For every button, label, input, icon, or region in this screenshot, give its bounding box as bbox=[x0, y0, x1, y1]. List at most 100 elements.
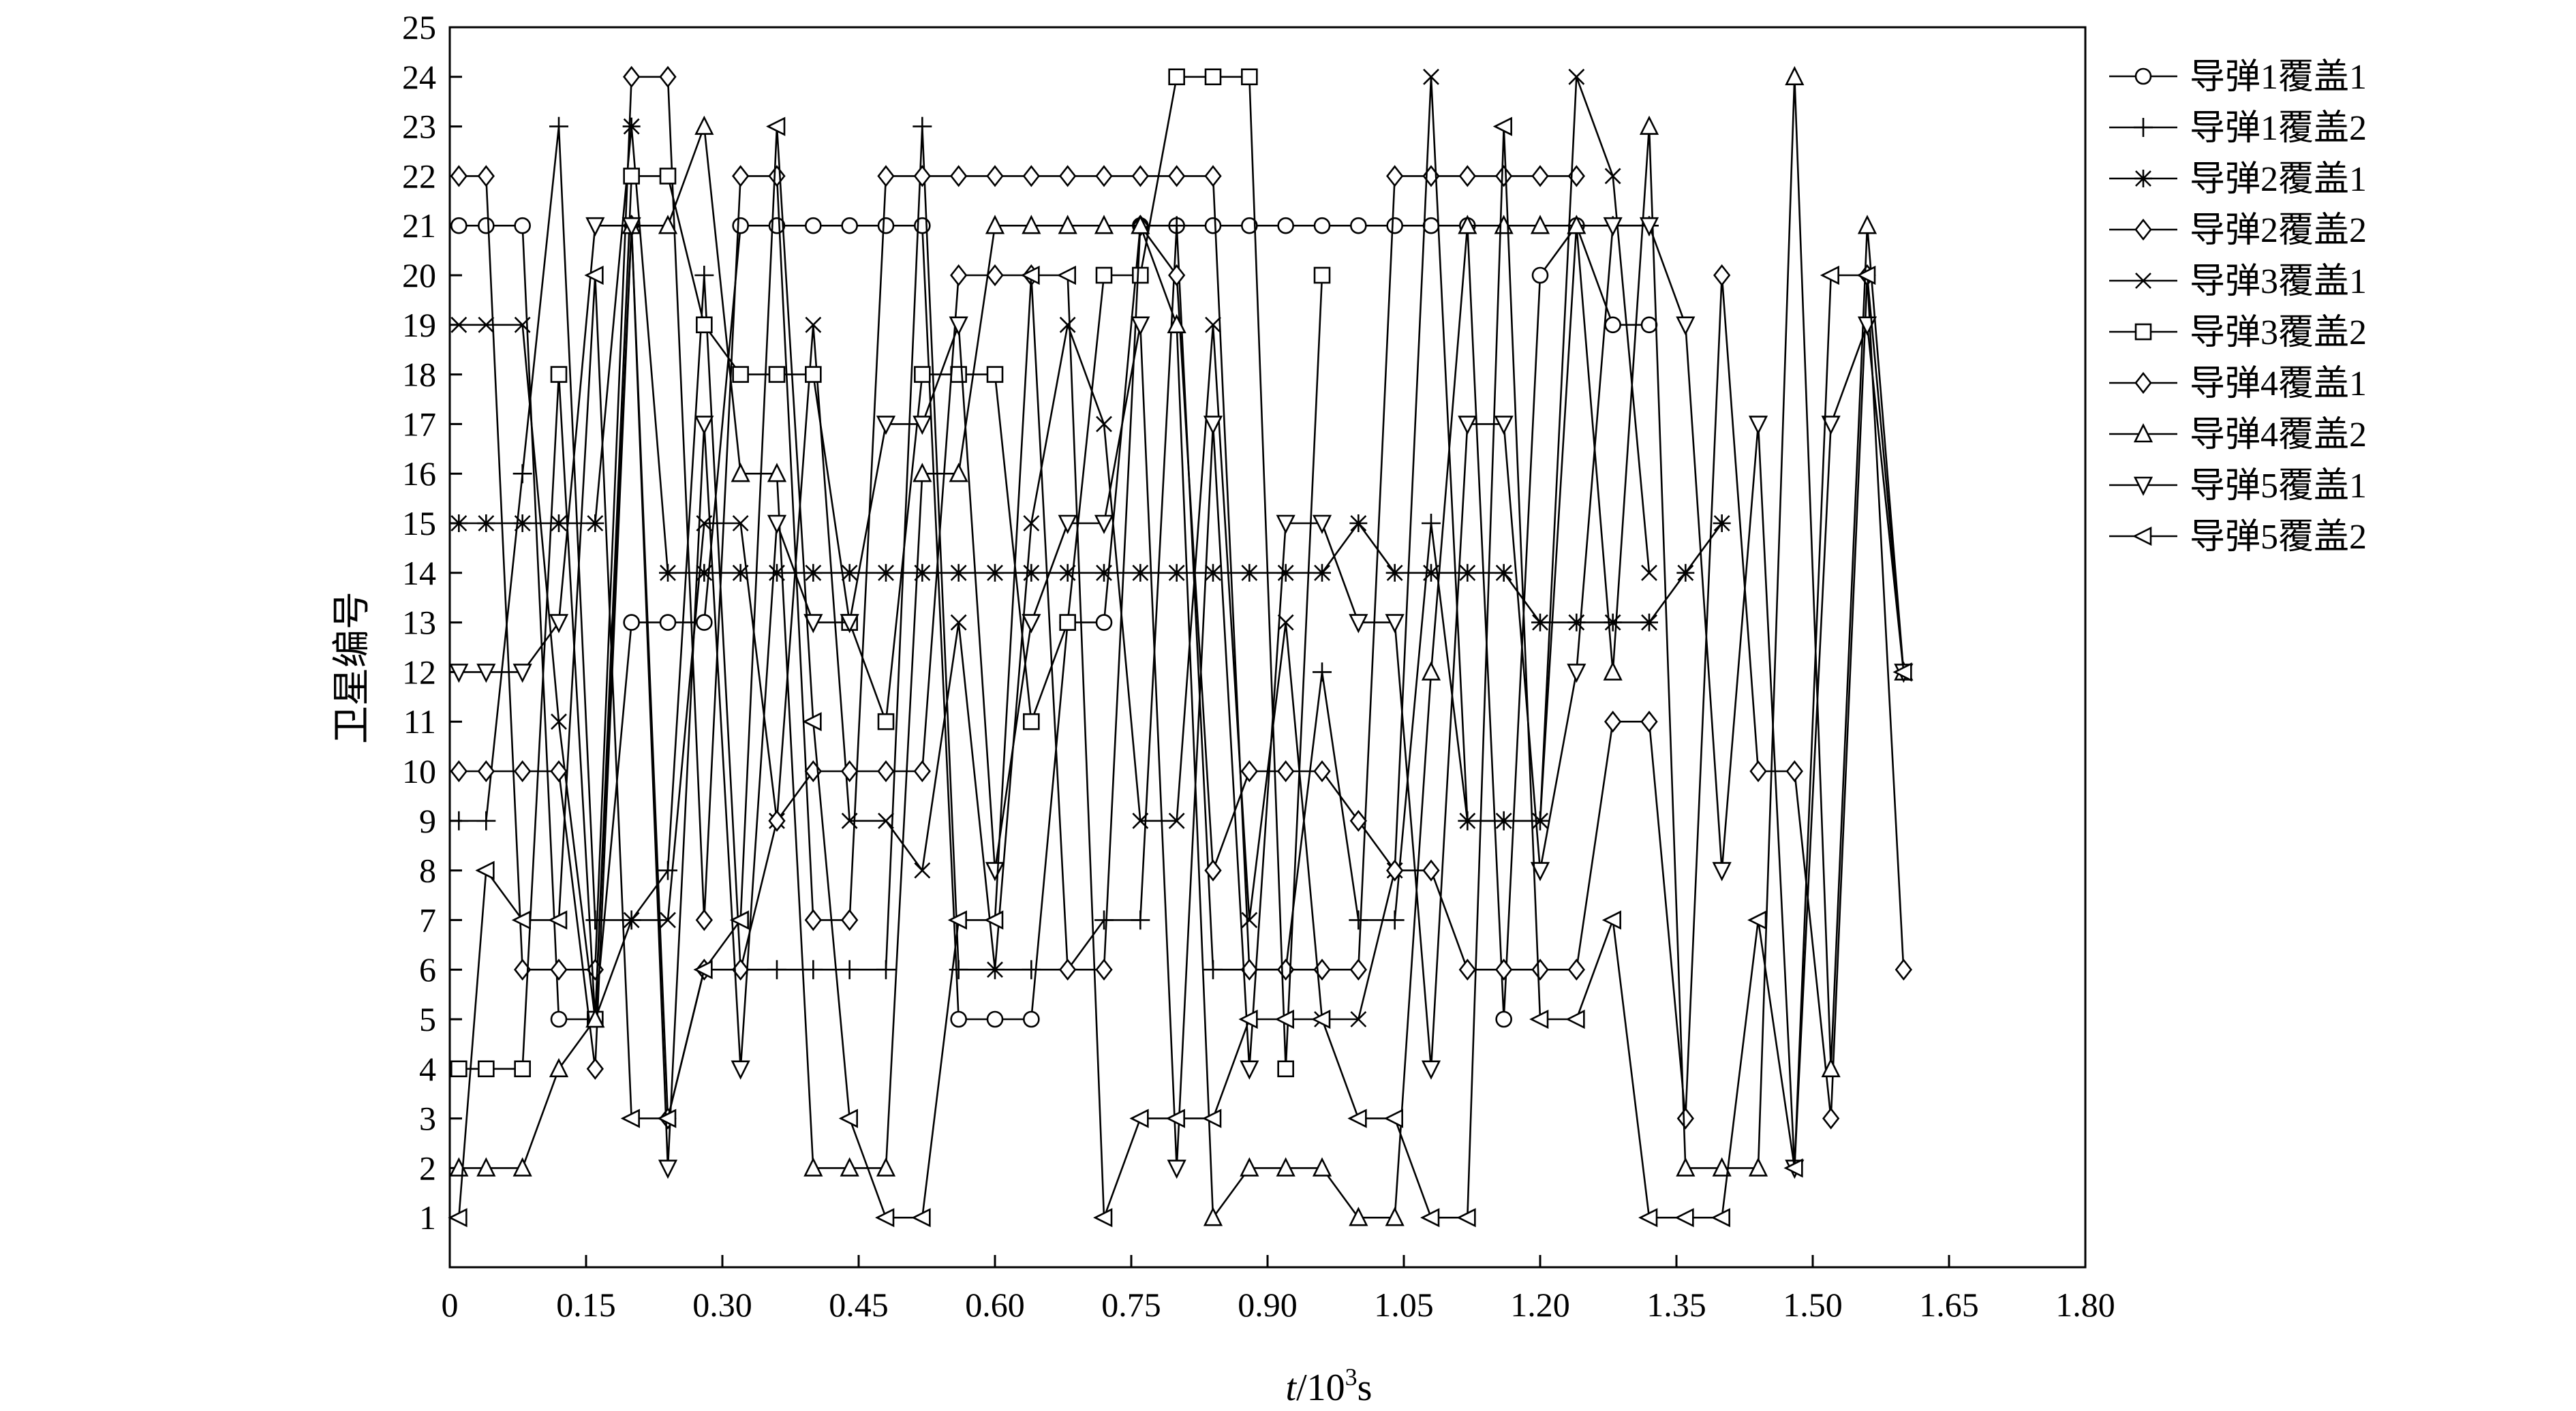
y-tick-label: 15 bbox=[402, 504, 436, 542]
data-point bbox=[767, 514, 787, 534]
y-tick-label: 7 bbox=[419, 901, 436, 939]
data-point bbox=[803, 614, 823, 634]
series-line bbox=[459, 224, 1905, 1169]
data-point bbox=[478, 217, 495, 234]
legend-marker bbox=[2135, 273, 2151, 289]
data-point bbox=[1531, 165, 1549, 187]
data-point bbox=[1023, 515, 1040, 531]
data-point bbox=[803, 1157, 823, 1177]
legend-entry: 导弹1覆盖1 bbox=[2109, 58, 2367, 97]
data-point bbox=[1277, 217, 1294, 234]
data-point bbox=[732, 366, 749, 383]
series-4 bbox=[450, 65, 1585, 981]
data-point bbox=[1313, 217, 1331, 234]
data-point bbox=[1821, 1057, 1841, 1078]
data-point bbox=[1712, 862, 1732, 882]
data-point bbox=[1311, 1009, 1331, 1029]
data-point bbox=[1313, 563, 1331, 582]
data-point bbox=[1386, 859, 1404, 882]
data-point bbox=[1095, 165, 1113, 187]
data-point bbox=[450, 760, 467, 783]
data-point bbox=[1458, 959, 1476, 981]
data-point bbox=[805, 316, 822, 333]
series-line bbox=[459, 125, 1649, 971]
data-point bbox=[1204, 165, 1222, 187]
data-point bbox=[693, 960, 713, 980]
series-8 bbox=[449, 65, 1914, 1226]
data-point bbox=[549, 117, 568, 136]
data-point bbox=[1313, 266, 1331, 284]
data-point bbox=[1711, 1208, 1730, 1228]
data-point bbox=[659, 614, 677, 631]
data-point bbox=[877, 760, 895, 783]
data-point bbox=[476, 811, 496, 831]
data-point bbox=[659, 168, 677, 185]
data-point bbox=[1240, 1157, 1259, 1177]
legend-marker bbox=[2134, 67, 2152, 85]
series-line bbox=[459, 125, 1723, 623]
data-point bbox=[694, 115, 714, 135]
data-point bbox=[950, 1010, 967, 1028]
y-tick-label: 9 bbox=[419, 802, 436, 840]
data-point bbox=[550, 1010, 568, 1028]
data-point bbox=[768, 165, 786, 187]
data-point bbox=[1531, 266, 1549, 284]
data-point bbox=[914, 366, 931, 383]
y-tick-label: 18 bbox=[402, 356, 436, 394]
data-point bbox=[476, 1157, 496, 1177]
data-point bbox=[1350, 1011, 1367, 1027]
data-point bbox=[1202, 1108, 1222, 1128]
data-point bbox=[1349, 809, 1367, 832]
y-tick-label: 21 bbox=[402, 206, 436, 245]
data-point bbox=[1240, 1060, 1259, 1080]
legend-label: 导弹4覆盖1 bbox=[2190, 365, 2367, 403]
data-point bbox=[1604, 613, 1622, 632]
data-point bbox=[623, 912, 640, 929]
x-tick-label: 1.20 bbox=[1510, 1286, 1570, 1324]
data-point bbox=[1347, 1108, 1367, 1128]
data-point bbox=[805, 366, 822, 383]
y-tick-label: 6 bbox=[419, 950, 436, 989]
data-point bbox=[985, 215, 1005, 234]
x-tick-label: 0.75 bbox=[1101, 1286, 1161, 1324]
data-point bbox=[1095, 614, 1113, 631]
legend-marker bbox=[2134, 323, 2152, 341]
data-point bbox=[585, 1008, 605, 1028]
legend-entry: 导弹2覆盖2 bbox=[2109, 211, 2367, 250]
x-tick-label: 0.90 bbox=[1238, 1286, 1298, 1324]
data-point bbox=[1020, 265, 1040, 285]
data-point bbox=[911, 1208, 931, 1228]
data-point bbox=[805, 217, 822, 234]
data-point bbox=[1204, 68, 1222, 86]
data-point bbox=[732, 515, 749, 531]
data-point bbox=[1495, 812, 1512, 829]
legend-marker bbox=[2134, 371, 2152, 394]
data-point bbox=[512, 664, 532, 683]
data-point bbox=[1676, 563, 1695, 582]
data-point bbox=[877, 165, 895, 187]
data-point bbox=[1022, 165, 1040, 187]
data-point bbox=[876, 1157, 896, 1177]
data-point bbox=[450, 514, 468, 532]
data-point bbox=[550, 366, 568, 383]
series-3 bbox=[450, 117, 1731, 632]
data-point bbox=[1783, 1158, 1803, 1178]
x-tick-label: 0.30 bbox=[692, 1286, 752, 1324]
data-point bbox=[584, 265, 604, 285]
data-point bbox=[586, 514, 604, 532]
data-point bbox=[1349, 910, 1368, 930]
data-point bbox=[620, 1108, 640, 1128]
data-point bbox=[877, 563, 895, 582]
plot-frame bbox=[448, 26, 2087, 1269]
data-point bbox=[1058, 514, 1077, 534]
legend-entry: 导弹4覆盖1 bbox=[2109, 365, 2367, 403]
data-point bbox=[1312, 1157, 1332, 1177]
data-point bbox=[768, 809, 786, 832]
data-point bbox=[550, 760, 568, 783]
data-point bbox=[803, 960, 823, 980]
data-point bbox=[767, 960, 786, 980]
data-point bbox=[1093, 1208, 1113, 1228]
data-point bbox=[1676, 1157, 1696, 1177]
data-point bbox=[514, 760, 532, 783]
y-tick-label: 12 bbox=[402, 653, 436, 691]
